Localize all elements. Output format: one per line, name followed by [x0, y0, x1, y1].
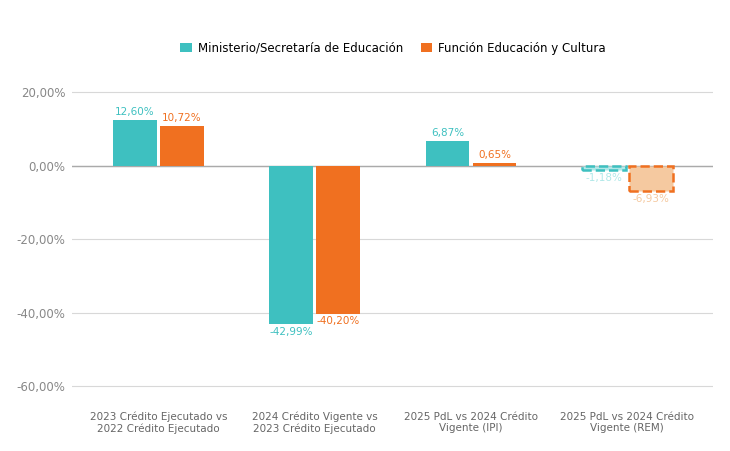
Legend: Ministerio/Secretaría de Educación, Función Educación y Cultura: Ministerio/Secretaría de Educación, Func… — [175, 37, 610, 59]
Bar — [472, 163, 516, 166]
Bar — [269, 166, 313, 324]
Text: -40,20%: -40,20% — [317, 317, 360, 327]
Text: 0,65%: 0,65% — [478, 151, 511, 161]
Bar — [113, 120, 157, 166]
Text: -1,18%: -1,18% — [585, 173, 623, 183]
Text: 10,72%: 10,72% — [162, 114, 201, 124]
Text: 12,60%: 12,60% — [115, 106, 155, 116]
Text: -6,93%: -6,93% — [632, 194, 669, 204]
Bar — [582, 166, 626, 170]
Bar — [316, 166, 360, 313]
Bar — [629, 166, 672, 191]
Text: -42,99%: -42,99% — [269, 327, 313, 337]
Bar — [160, 126, 204, 166]
Bar — [426, 141, 469, 166]
Text: 6,87%: 6,87% — [431, 128, 464, 138]
